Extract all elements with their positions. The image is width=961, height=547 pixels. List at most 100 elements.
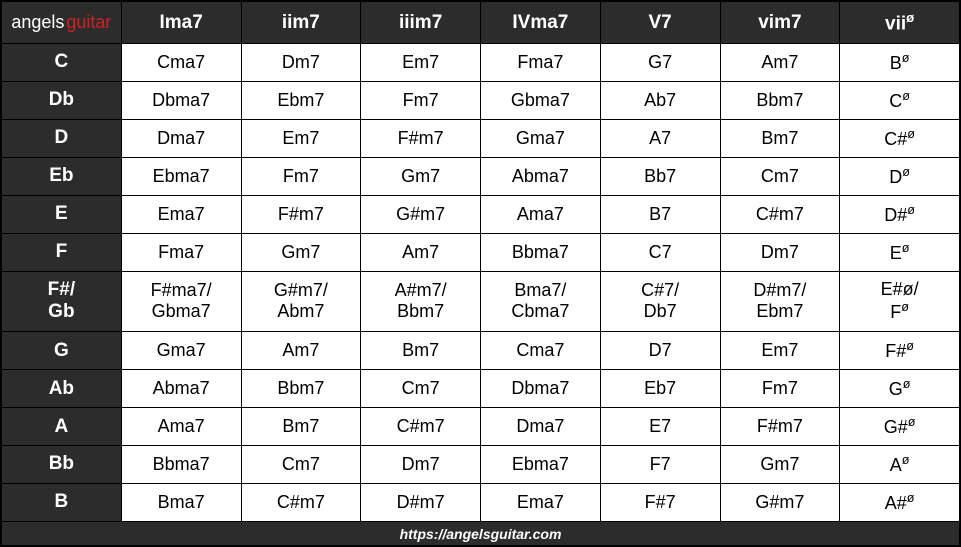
chord-cell: A7 bbox=[600, 119, 720, 157]
chord-cell: Dbma7 bbox=[481, 370, 601, 408]
chord-cell: C#m7 bbox=[241, 483, 361, 521]
chord-cell: Gma7 bbox=[121, 332, 241, 370]
col-header: iim7 bbox=[241, 2, 361, 44]
table-row: BbBbma7Cm7Dm7Ebma7F7Gm7Aø bbox=[2, 445, 960, 483]
chord-cell: Fma7 bbox=[121, 233, 241, 271]
chord-cell: G7 bbox=[600, 44, 720, 82]
table-row: AAma7Bm7C#m7Dma7E7F#m7G#ø bbox=[2, 408, 960, 446]
logo-part-2: guitar bbox=[66, 12, 111, 33]
chord-cell: Dm7 bbox=[241, 44, 361, 82]
chord-cell: Dma7 bbox=[481, 408, 601, 446]
chord-cell: Bb7 bbox=[600, 157, 720, 195]
chord-cell: Cm7 bbox=[241, 445, 361, 483]
chord-cell: Fm7 bbox=[241, 157, 361, 195]
chord-cell: Ab7 bbox=[600, 81, 720, 119]
table-footer: https://angelsguitar.com bbox=[2, 522, 960, 546]
row-key: G bbox=[2, 332, 122, 370]
chord-cell: Abma7 bbox=[121, 370, 241, 408]
chord-cell: C#m7 bbox=[361, 408, 481, 446]
chord-cell: Cm7 bbox=[361, 370, 481, 408]
chord-cell: G#m7 bbox=[361, 195, 481, 233]
chord-cell: Bma7/Cbma7 bbox=[481, 271, 601, 332]
chord-cell: Dø bbox=[840, 157, 960, 195]
chord-cell: Dbma7 bbox=[121, 81, 241, 119]
chord-cell: Ema7 bbox=[121, 195, 241, 233]
chord-cell: B7 bbox=[600, 195, 720, 233]
row-key: Eb bbox=[2, 157, 122, 195]
diatonic-7th-chord-table: angels guitar Ima7 iim7 iiim7 IVma7 V7 v… bbox=[1, 1, 960, 546]
chord-cell: Cma7 bbox=[481, 332, 601, 370]
chord-cell: E#ø/Fø bbox=[840, 271, 960, 332]
chord-cell: G#ø bbox=[840, 408, 960, 446]
chord-cell: C#ø bbox=[840, 119, 960, 157]
chord-cell: Eb7 bbox=[600, 370, 720, 408]
row-key: C bbox=[2, 44, 122, 82]
chord-cell: G#m7/Abm7 bbox=[241, 271, 361, 332]
chord-cell: F#m7 bbox=[241, 195, 361, 233]
table-row: EbEbma7Fm7Gm7Abma7Bb7Cm7Dø bbox=[2, 157, 960, 195]
chord-cell: Cø bbox=[840, 81, 960, 119]
chord-cell: Gm7 bbox=[361, 157, 481, 195]
chord-cell: F#m7 bbox=[361, 119, 481, 157]
col-header: vim7 bbox=[720, 2, 840, 44]
chord-cell: Em7 bbox=[361, 44, 481, 82]
col-header: V7 bbox=[600, 2, 720, 44]
chord-cell: Bø bbox=[840, 44, 960, 82]
table-row: AbAbma7Bbm7Cm7Dbma7Eb7Fm7Gø bbox=[2, 370, 960, 408]
chord-cell: Eø bbox=[840, 233, 960, 271]
brand-logo: angels guitar bbox=[11, 12, 111, 33]
chord-cell: F#7 bbox=[600, 483, 720, 521]
row-key: E bbox=[2, 195, 122, 233]
table-row: F#/GbF#ma7/Gbma7G#m7/Abm7A#m7/Bbm7Bma7/C… bbox=[2, 271, 960, 332]
chord-cell: Fm7 bbox=[720, 370, 840, 408]
table-row: DbDbma7Ebm7Fm7Gbma7Ab7Bbm7Cø bbox=[2, 81, 960, 119]
chord-cell: Bbma7 bbox=[481, 233, 601, 271]
chord-cell: F#m7 bbox=[720, 408, 840, 446]
chord-cell: Am7 bbox=[241, 332, 361, 370]
chord-cell: C7 bbox=[600, 233, 720, 271]
table-body: CCma7Dm7Em7Fma7G7Am7BøDbDbma7Ebm7Fm7Gbma… bbox=[2, 44, 960, 522]
col-header: Ima7 bbox=[121, 2, 241, 44]
chord-cell: Aø bbox=[840, 445, 960, 483]
chord-cell: E7 bbox=[600, 408, 720, 446]
chord-cell: Bbma7 bbox=[121, 445, 241, 483]
table-row: GGma7Am7Bm7Cma7D7Em7F#ø bbox=[2, 332, 960, 370]
chord-cell: Gbma7 bbox=[481, 81, 601, 119]
chord-cell: D#m7 bbox=[361, 483, 481, 521]
chord-cell: D#m7/Ebm7 bbox=[720, 271, 840, 332]
chord-cell: Gm7 bbox=[720, 445, 840, 483]
col-header: iiim7 bbox=[361, 2, 481, 44]
chord-cell: F7 bbox=[600, 445, 720, 483]
row-key: Db bbox=[2, 81, 122, 119]
logo-part-1: angels bbox=[11, 12, 64, 33]
chord-cell: A#ø bbox=[840, 483, 960, 521]
chord-table-container: angels guitar Ima7 iim7 iiim7 IVma7 V7 v… bbox=[0, 0, 961, 547]
footer-url: https://angelsguitar.com bbox=[2, 522, 960, 546]
col-header: viiø bbox=[840, 2, 960, 44]
table-row: BBma7C#m7D#m7Ema7F#7G#m7A#ø bbox=[2, 483, 960, 521]
chord-cell: Am7 bbox=[361, 233, 481, 271]
chord-cell: F#ø bbox=[840, 332, 960, 370]
chord-cell: C#7/Db7 bbox=[600, 271, 720, 332]
chord-cell: Cm7 bbox=[720, 157, 840, 195]
chord-cell: Em7 bbox=[720, 332, 840, 370]
chord-cell: A#m7/Bbm7 bbox=[361, 271, 481, 332]
chord-cell: Bbm7 bbox=[241, 370, 361, 408]
table-row: EEma7F#m7G#m7Ama7B7C#m7D#ø bbox=[2, 195, 960, 233]
logo-cell: angels guitar bbox=[2, 2, 122, 44]
chord-cell: Am7 bbox=[720, 44, 840, 82]
row-key: B bbox=[2, 483, 122, 521]
chord-cell: C#m7 bbox=[720, 195, 840, 233]
table-row: CCma7Dm7Em7Fma7G7Am7Bø bbox=[2, 44, 960, 82]
chord-cell: Gø bbox=[840, 370, 960, 408]
chord-cell: Ebm7 bbox=[241, 81, 361, 119]
chord-cell: Bma7 bbox=[121, 483, 241, 521]
chord-cell: Fm7 bbox=[361, 81, 481, 119]
table-row: DDma7Em7F#m7Gma7A7Bm7C#ø bbox=[2, 119, 960, 157]
row-key: Bb bbox=[2, 445, 122, 483]
chord-cell: Bm7 bbox=[720, 119, 840, 157]
chord-cell: D#ø bbox=[840, 195, 960, 233]
col-header: IVma7 bbox=[481, 2, 601, 44]
table-header: angels guitar Ima7 iim7 iiim7 IVma7 V7 v… bbox=[2, 2, 960, 44]
row-key: D bbox=[2, 119, 122, 157]
